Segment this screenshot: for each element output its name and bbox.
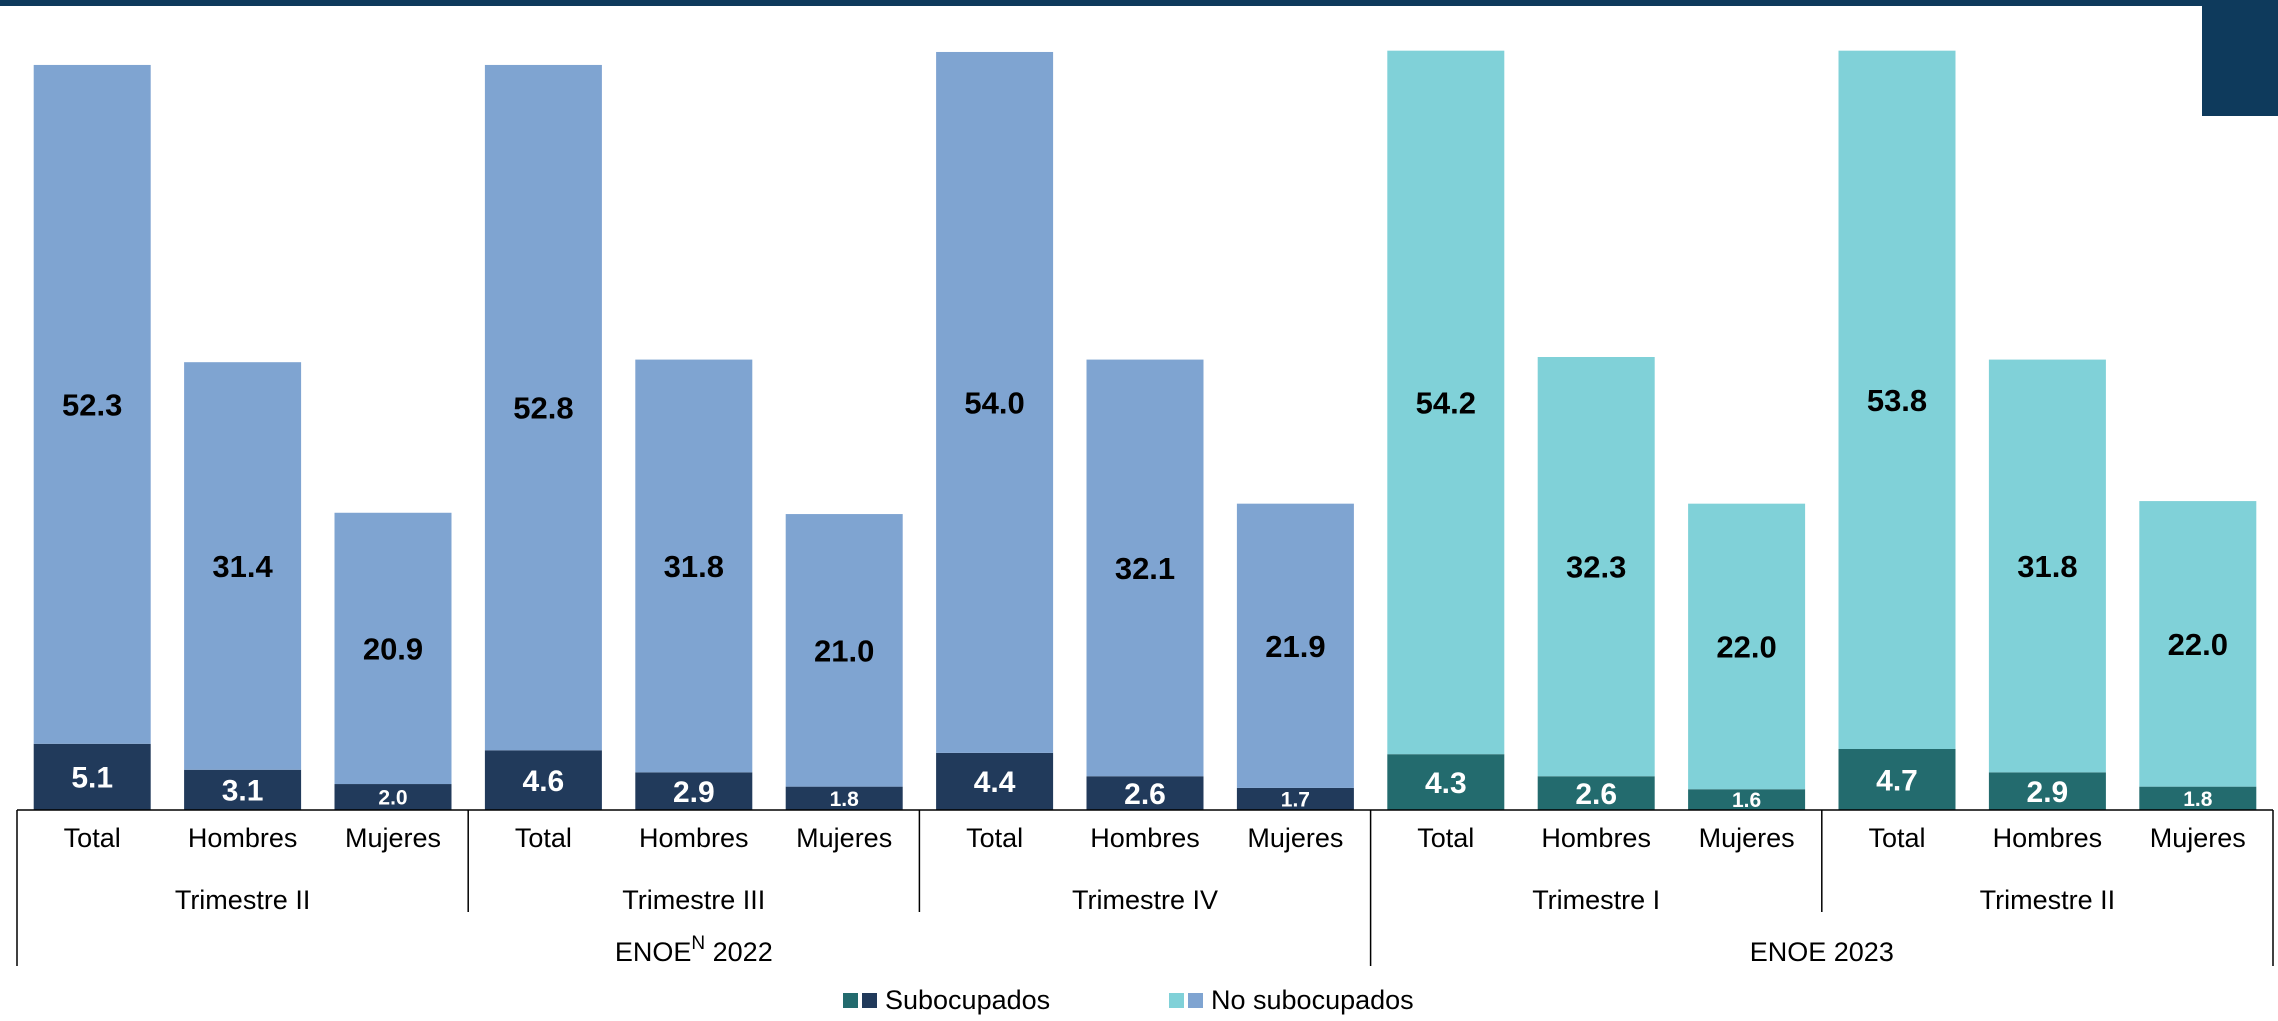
- x-category-y2023-q1-total: Total: [1868, 823, 1925, 853]
- bar-no-subocupados-y2022-q1-hombres: [635, 359, 753, 773]
- label-subocupados-y2023-q0-mujeres: 1.6: [1732, 789, 1761, 812]
- legend-swatch-2022-no-subocupados: [1188, 993, 1203, 1008]
- bar-no-subocupados-y2023-q0-hombres: [1537, 356, 1655, 777]
- top-banner-bar: [0, 0, 2278, 6]
- label-no-subocupados-y2022-q0-mujeres: 20.9: [363, 631, 423, 666]
- bar-no-subocupados-y2023-q1-mujeres: [2139, 501, 2257, 787]
- label-no-subocupados-y2023-q0-mujeres: 22.0: [1716, 629, 1776, 664]
- label-subocupados-y2022-q2-hombres: 2.6: [1124, 778, 1166, 811]
- label-subocupados-y2022-q2-mujeres: 1.7: [1281, 789, 1310, 812]
- x-group-2023: ENOE 2023: [1750, 937, 1894, 967]
- bar-no-subocupados-y2022-q0-hombres: [184, 362, 302, 770]
- bar-subocupados-y2022-q2-total: [936, 752, 1054, 810]
- label-subocupados-y2022-q0-mujeres: 2.0: [378, 787, 407, 810]
- label-subocupados-y2023-q1-hombres: 2.9: [2027, 776, 2069, 809]
- x-category-y2022-q0-hombres: Hombres: [188, 823, 298, 853]
- x-category-y2022-q2-total: Total: [966, 823, 1023, 853]
- label-subocupados-y2022-q1-total: 4.6: [523, 765, 565, 798]
- label-subocupados-y2023-q0-total: 4.3: [1425, 767, 1467, 800]
- legend-swatch-2022-subocupados: [862, 993, 877, 1008]
- stacked-bar-chart: 5.1 52.3 Total 3.1 31.4 Hombres 2.0 20.9 Mujeres…: [16, 50, 2274, 967]
- x-quarter-2022-1: Trimestre III: [622, 885, 765, 915]
- chart-legend: Subocupados No subocupados: [0, 985, 2278, 1021]
- bar-no-subocupados-y2023-q0-mujeres: [1688, 503, 1806, 790]
- label-no-subocupados-y2022-q1-total: 52.8: [513, 391, 573, 426]
- x-quarter-2023-1: Trimestre II: [1980, 885, 2116, 915]
- bar-no-subocupados-y2022-q0-mujeres: [334, 512, 452, 785]
- bar-subocupados-y2023-q1-total: [1838, 748, 1956, 810]
- bar-subocupados-y2022-q0-hombres: [184, 769, 302, 810]
- bar-subocupados-y2023-q0-mujeres: [1688, 789, 1806, 810]
- bar-subocupados-y2022-q1-hombres: [635, 772, 753, 810]
- label-no-subocupados-y2022-q2-total: 54.0: [964, 385, 1024, 420]
- label-subocupados-y2023-q1-total: 4.7: [1876, 764, 1918, 797]
- bar-subocupados-y2022-q1-total: [484, 750, 602, 810]
- bar-subocupados-y2022-q1-mujeres: [785, 786, 903, 810]
- x-category-y2022-q1-mujeres: Mujeres: [796, 823, 892, 853]
- label-no-subocupados-y2022-q2-hombres: 32.1: [1115, 551, 1175, 586]
- bar-subocupados-y2023-q1-mujeres: [2139, 786, 2257, 810]
- bar-subocupados-y2023-q1-hombres: [1988, 772, 2106, 810]
- label-no-subocupados-y2022-q1-mujeres: 21.0: [814, 633, 874, 668]
- bar-subocupados-y2023-q0-hombres: [1537, 776, 1655, 810]
- x-quarter-2022-2: Trimestre IV: [1072, 885, 1218, 915]
- label-no-subocupados-y2023-q1-hombres: 31.8: [2017, 549, 2077, 584]
- bar-subocupados-y2023-q0-total: [1387, 754, 1505, 810]
- x-category-y2022-q0-total: Total: [64, 823, 121, 853]
- x-category-y2023-q1-hombres: Hombres: [1993, 823, 2103, 853]
- bar-no-subocupados-y2022-q2-hombres: [1086, 359, 1204, 777]
- x-category-y2023-q0-total: Total: [1417, 823, 1474, 853]
- bar-subocupados-y2022-q0-total: [33, 743, 151, 810]
- bar-no-subocupados-y2022-q1-mujeres: [785, 514, 903, 787]
- label-no-subocupados-y2023-q1-mujeres: 22.0: [2168, 627, 2228, 662]
- legend-swatch-2023-subocupados: [843, 993, 858, 1008]
- legend-item-subocupados: Subocupados: [843, 985, 1050, 1016]
- label-no-subocupados-y2022-q2-mujeres: 21.9: [1265, 629, 1325, 664]
- bar-no-subocupados-y2023-q0-total: [1387, 50, 1505, 755]
- x-category-y2022-q0-mujeres: Mujeres: [345, 823, 441, 853]
- label-no-subocupados-y2022-q1-hombres: 31.8: [664, 549, 724, 584]
- bar-no-subocupados-y2023-q1-total: [1838, 50, 1956, 749]
- bar-subocupados-y2022-q0-mujeres: [334, 784, 452, 810]
- legend-swatch-2023-no-subocupados: [1169, 993, 1184, 1008]
- bar-no-subocupados-y2022-q2-total: [936, 51, 1054, 753]
- label-subocupados-y2022-q0-hombres: 3.1: [222, 775, 264, 808]
- label-no-subocupados-y2022-q0-total: 52.3: [62, 387, 122, 422]
- label-subocupados-y2022-q1-mujeres: 1.8: [830, 788, 860, 811]
- label-subocupados-y2023-q0-hombres: 2.6: [1575, 778, 1617, 811]
- bar-no-subocupados-y2022-q2-mujeres: [1236, 503, 1354, 788]
- legend-label-subocupados: Subocupados: [885, 985, 1051, 1015]
- x-quarter-2023-0: Trimestre I: [1532, 885, 1660, 915]
- label-no-subocupados-y2023-q0-total: 54.2: [1416, 385, 1476, 420]
- x-group-2022: ENOEN 2022: [615, 933, 773, 967]
- bar-no-subocupados-y2022-q0-total: [33, 64, 151, 744]
- label-subocupados-y2022-q0-total: 5.1: [71, 762, 113, 795]
- label-no-subocupados-y2023-q1-total: 53.8: [1867, 383, 1927, 418]
- label-no-subocupados-y2023-q0-hombres: 32.3: [1566, 550, 1626, 585]
- bar-subocupados-y2022-q2-hombres: [1086, 776, 1204, 810]
- x-category-y2022-q2-hombres: Hombres: [1090, 823, 1200, 853]
- label-subocupados-y2022-q1-hombres: 2.9: [673, 776, 715, 809]
- bar-no-subocupados-y2022-q1-total: [484, 64, 602, 751]
- x-category-y2023-q1-mujeres: Mujeres: [2150, 823, 2246, 853]
- x-category-y2023-q0-mujeres: Mujeres: [1699, 823, 1795, 853]
- corner-block: [2202, 6, 2278, 116]
- x-category-y2023-q0-hombres: Hombres: [1541, 823, 1651, 853]
- x-category-y2022-q1-total: Total: [515, 823, 572, 853]
- label-no-subocupados-y2022-q0-hombres: 31.4: [212, 549, 273, 584]
- x-quarter-2022-0: Trimestre II: [175, 885, 311, 915]
- bar-subocupados-y2022-q2-mujeres: [1236, 787, 1354, 810]
- bar-no-subocupados-y2023-q1-hombres: [1988, 359, 2106, 773]
- x-category-y2022-q1-hombres: Hombres: [639, 823, 749, 853]
- legend-item-no-subocupados: No subocupados: [1169, 985, 1414, 1016]
- x-category-y2022-q2-mujeres: Mujeres: [1247, 823, 1343, 853]
- label-subocupados-y2022-q2-total: 4.4: [974, 766, 1016, 799]
- legend-label-no-subocupados: No subocupados: [1211, 985, 1414, 1015]
- label-subocupados-y2023-q1-mujeres: 1.8: [2183, 788, 2213, 811]
